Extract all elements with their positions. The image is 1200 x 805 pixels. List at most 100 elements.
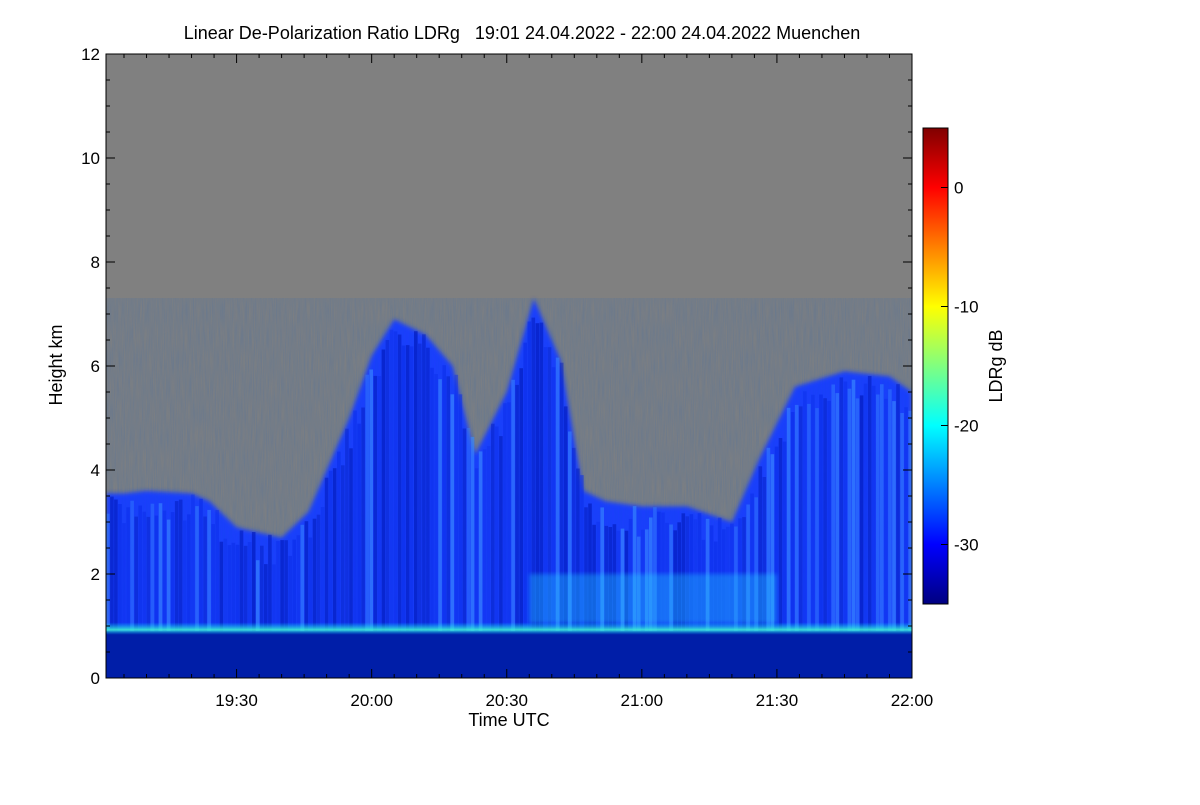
cloud-streak [827,400,831,632]
cloud-streak [235,544,240,632]
cloud-streak [799,406,803,632]
cloud-streak [247,542,252,632]
cloud-streak [539,322,544,632]
cloud-streak [150,503,155,632]
cloud-streak [292,539,296,632]
cloud-streak [507,402,511,632]
cloud-streak [782,441,787,632]
cloud-streak [199,498,203,632]
cloud-streak [353,410,357,632]
cloud-streak [337,451,341,632]
cloud-streak [559,362,564,632]
cloud-streak [770,454,775,632]
cloud-streak [243,545,248,632]
cloud-streak [130,500,134,632]
cloud-streak [657,511,661,632]
cloud-streak [162,510,167,632]
y-tick-label: 12 [81,45,100,64]
cloud-streak [547,347,552,632]
cloud-streak [320,507,325,632]
cloud-streak [892,401,896,632]
cloud-streak [154,515,159,632]
cloud-streak [219,541,224,632]
cloud-streak [807,403,811,632]
cloud-streak [211,524,215,632]
cloud-streak [758,466,763,632]
cloud-streak [871,385,876,632]
cloud-streak [855,398,860,632]
y-tick-label: 6 [91,357,100,376]
cloud-streak [166,519,171,632]
cloud-streak [401,345,406,632]
cloud-streak [632,506,637,632]
cloud-streak [766,447,771,632]
x-axis: 19:30 20:00 20:30 21:00 21:30 22:00 [123,54,933,710]
cloud-streak [239,530,244,632]
y-axis: 0 2 4 6 8 10 12 [81,45,912,688]
cloud-streaks [106,317,912,632]
cloud-streak [393,331,398,632]
cloud-streak [304,521,309,632]
cloud-streak [584,507,588,632]
cloud-streak [778,438,783,632]
cloud-streak [118,504,122,632]
cloud-streak [272,564,276,632]
cloud-streak [823,398,827,632]
cloud-streak [341,465,345,632]
cloud-streak [900,413,904,632]
cloud-streak [819,394,823,632]
cloud-streak [251,532,256,632]
cloud-streak [847,388,852,632]
cloud-streak [478,451,483,632]
colorbar-ticks: 0 -10 -20 -30 [941,179,979,555]
cloud-streak [170,512,175,632]
cloud-streak [389,329,394,632]
cloud-streak [332,468,337,632]
cloud-streak [312,518,317,632]
y-tick-label: 8 [91,253,100,272]
cloud-streak [134,516,138,632]
cloud-streak [349,448,353,632]
cloud-streak [839,377,844,632]
cloud-streak [750,493,754,632]
cloud-streak [405,345,410,632]
cloud-streak [908,410,912,632]
cloud-streak [811,394,815,632]
cloud-streak [555,357,560,632]
colorbar-tick-label: 0 [954,179,963,198]
cloud-streak [511,379,515,632]
cloud-streak [774,446,779,632]
cloud-streak [576,468,580,632]
cloud-streak [880,384,884,632]
cloud-streak [231,542,236,632]
colorbar-tick-label: -30 [954,536,979,555]
cloud-streak [260,545,264,632]
cloud-streak [215,510,219,632]
cloud-streak [876,394,880,632]
x-axis-label: Time UTC [468,710,549,730]
cloud-streak [264,564,268,632]
cloud-streak [414,331,418,632]
cloud-streak [110,496,114,632]
cloud-streak [381,349,386,632]
cloud-streak [446,376,450,632]
cloud-streak [572,447,576,632]
cloud-streak [296,535,301,632]
cloud-streak [158,503,163,632]
cloud-streak [276,541,280,632]
cloud-streak [904,407,908,632]
cloud-streak [377,376,382,632]
aerosol-layer [529,574,777,624]
cloud-streak [474,468,479,632]
cloud-streak [324,477,329,632]
boundary-layer-top [106,622,912,635]
cloud-streak [803,391,807,632]
cloud-streak [482,449,487,632]
cloud-streak [365,374,369,632]
cloud-streak [491,423,495,632]
cloud-streak [600,507,604,632]
y-tick-label: 4 [91,461,100,480]
x-tick-label: 20:00 [350,691,393,710]
cloud-streak [195,506,199,632]
